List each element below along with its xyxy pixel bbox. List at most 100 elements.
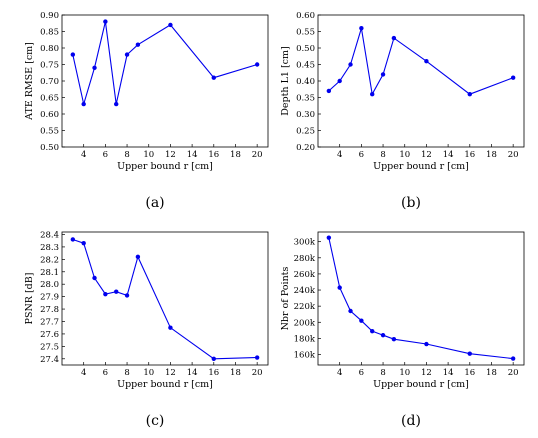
y-tick-label: 0.25 <box>296 127 315 137</box>
y-tick-label: 0.70 <box>40 77 59 87</box>
x-tick-label: 4 <box>81 150 86 160</box>
y-tick-label: 0.60 <box>296 11 315 21</box>
data-point <box>348 62 353 67</box>
x-tick-label: 16 <box>464 368 475 378</box>
x-axis-label: Upper bound r [cm] <box>117 379 213 390</box>
data-point <box>168 22 173 28</box>
data-point <box>348 308 353 314</box>
data-point <box>467 351 472 356</box>
data-point <box>370 328 375 334</box>
y-tick-label: 0.50 <box>296 44 315 54</box>
x-tick-label: 20 <box>252 150 263 160</box>
x-tick-label: 8 <box>380 368 385 378</box>
x-tick-label: 18 <box>486 368 497 378</box>
y-tick-label: 27.6 <box>40 330 59 340</box>
x-tick-label: 6 <box>103 368 108 378</box>
y-tick-label: 28.3 <box>40 243 59 253</box>
x-tick-label: 6 <box>359 150 364 160</box>
x-tick-label: 14 <box>187 368 198 378</box>
y-tick-label: 28.2 <box>40 255 59 265</box>
data-point <box>135 42 141 47</box>
data-point <box>359 318 364 323</box>
y-tick-label: 0.20 <box>296 143 315 153</box>
y-axis-label: ATE RMSE [cm] <box>24 42 35 121</box>
y-tick-label: 160k <box>294 351 316 361</box>
x-tick-label: 4 <box>337 368 342 378</box>
data-point <box>380 332 386 338</box>
x-tick-label: 16 <box>208 150 219 160</box>
data-point <box>510 356 516 361</box>
x-tick-label: 12 <box>421 150 432 160</box>
series-line <box>328 28 514 96</box>
y-tick-label: 0.55 <box>296 28 315 38</box>
x-tick-label: 18 <box>230 150 241 160</box>
x-tick-label: 10 <box>143 368 154 378</box>
x-tick-label: 20 <box>252 368 263 378</box>
data-point <box>424 59 429 64</box>
y-tick-label: 0.80 <box>40 44 59 54</box>
y-tick-label: 28.1 <box>40 268 59 278</box>
panel-c: 4 6 8 10 12 14 16 18 20 27.4 27.5 27.6 27.7 27.8 27.9 2… <box>24 230 269 429</box>
data-point <box>370 92 375 97</box>
y-tick-label: 0.35 <box>296 94 315 104</box>
x-tick-label: 8 <box>380 150 385 160</box>
y-tick-label: 0.75 <box>40 61 59 71</box>
y-tick-label: 27.8 <box>40 305 59 315</box>
y-tick-label: 0.55 <box>40 127 59 137</box>
data-point <box>391 35 397 41</box>
data-point <box>168 325 173 330</box>
panel-caption: (b) <box>401 195 421 211</box>
data-point <box>114 101 119 107</box>
x-tick-label: 12 <box>165 368 176 378</box>
y-tick-label: 28.0 <box>40 280 59 290</box>
y-tick-label: 0.90 <box>40 11 59 21</box>
panel-a: 4 6 8 10 12 14 16 18 20 0.50 0.55 0.60 0.65 0.70 0.75 0… <box>24 11 269 211</box>
x-tick-label: 12 <box>165 150 176 160</box>
x-tick-label: 18 <box>230 368 241 378</box>
data-point <box>124 293 130 298</box>
x-tick-label: 20 <box>508 150 519 160</box>
data-point <box>337 285 342 290</box>
plot-frame <box>61 14 269 148</box>
x-tick-label: 12 <box>421 368 432 378</box>
x-tick-label: 16 <box>464 150 475 160</box>
x-tick-label: 4 <box>337 150 342 160</box>
x-axis-label: Upper bound r [cm] <box>373 379 469 390</box>
data-point <box>70 237 76 242</box>
data-point <box>70 52 76 57</box>
panel-b: 4 6 8 10 12 14 16 18 20 0.20 0.25 0.30 0.35 0.40 0.45 0… <box>280 11 525 211</box>
data-point <box>92 275 97 281</box>
x-tick-label: 4 <box>81 368 86 378</box>
x-tick-label: 14 <box>443 150 454 160</box>
x-tick-label: 18 <box>486 150 497 160</box>
data-point <box>81 101 86 107</box>
data-point <box>211 356 216 361</box>
data-point <box>103 19 108 24</box>
data-point <box>135 254 141 260</box>
y-axis-label: Depth L1 [cm] <box>280 46 291 115</box>
y-tick-label: 0.60 <box>40 110 59 120</box>
data-point <box>103 291 108 297</box>
x-tick-label: 16 <box>208 368 219 378</box>
data-point <box>391 337 397 342</box>
data-point <box>424 341 429 347</box>
panel-caption: (d) <box>401 413 421 429</box>
y-tick-label: 280k <box>294 254 316 264</box>
x-axis-label: Upper bound r [cm] <box>373 161 469 172</box>
plot-frame <box>317 231 525 366</box>
data-point <box>92 65 97 71</box>
y-axis-label: PSNR [dB] <box>24 273 35 325</box>
data-point <box>359 26 364 31</box>
y-tick-label: 200k <box>294 318 316 328</box>
series-line <box>72 21 258 107</box>
y-tick-label: 260k <box>294 270 316 280</box>
y-tick-label: 27.5 <box>40 342 59 352</box>
y-tick-label: 28.4 <box>40 230 59 240</box>
y-axis-label: Nbr of Points <box>280 266 291 330</box>
plot-frame <box>61 231 269 366</box>
x-tick-label: 10 <box>399 150 410 160</box>
series-line <box>328 237 514 360</box>
data-point <box>510 75 516 80</box>
x-tick-label: 6 <box>359 368 364 378</box>
y-tick-label: 27.7 <box>40 317 59 327</box>
